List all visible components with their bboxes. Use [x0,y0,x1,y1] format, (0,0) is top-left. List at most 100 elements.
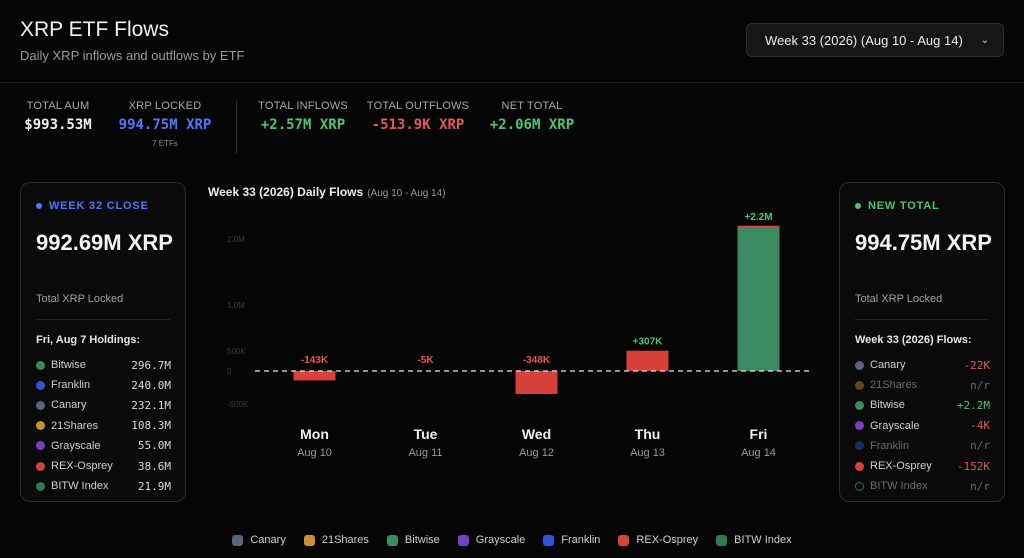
stat-label: TOTAL AUM [26,100,90,112]
legend-item[interactable]: BITW Index [716,534,792,546]
stat-label: NET TOTAL [501,100,563,112]
list-item-label: Franklin [51,379,91,392]
x-date-label: Aug 10 [297,447,332,459]
legend-item[interactable]: Canary [232,534,286,546]
x-category-label: Mon [300,426,329,442]
list-item-name: 21Shares [36,420,98,432]
data-label: -5K [417,355,434,366]
swatch-icon [855,421,864,431]
list-item-amount: -22K [963,358,991,372]
list-item-amount: -152K [956,459,990,473]
legend-label: Grayscale [475,534,526,546]
list-item-amount: n/r [970,378,990,392]
legend-label: BITW Index [734,534,792,546]
week-select-value: Week 33 (2026) (Aug 10 - Aug 14) [765,32,963,48]
data-label: +2.2M [744,212,772,223]
list-item-name: Bitwise [855,399,905,411]
week-select-dropdown[interactable]: Week 33 (2026) (Aug 10 - Aug 14) ⌄ [746,23,1004,57]
legend-swatch-icon [386,534,398,546]
chart-title: Week 33 (2026) Daily Flows (Aug 10 - Aug … [208,185,446,199]
list-item-label: BITW Index [870,480,928,493]
week-close-card: WEEK 32 CLOSE 992.69M XRP Total XRP Lock… [20,182,186,502]
list-item-label: Canary [870,359,906,372]
list-item: Franklin 240.0M [36,375,171,395]
list-item-name: Grayscale [36,440,101,452]
flows-list: Canary -22K 21Shares n/r Bitwise +2.2M Graysca… [855,355,990,496]
list-item-amount: +2.2M [956,398,990,412]
legend-swatch-icon [457,534,469,546]
list-item-label: 21Shares [870,379,918,392]
list-item-amount: 296.7M [131,358,171,372]
legend-item[interactable]: 21Shares [303,534,369,546]
stat-value: $993.53M [24,117,92,133]
swatch-icon [855,481,864,491]
list-item-label: 21Shares [51,419,99,432]
list-item-label: Grayscale [870,419,920,432]
data-label: -143K [301,355,329,366]
stat-net-total: NET TOTAL +2.06M XRP [484,100,580,133]
list-item: REX-Osprey -152K [855,456,990,476]
x-category-label: Thu [635,426,661,442]
list-item-name: Franklin [855,440,909,452]
stat-label: XRP LOCKED [128,100,202,112]
list-item: Canary -22K [855,355,990,375]
legend-label: Bitwise [404,534,440,546]
legend-item[interactable]: Bitwise [386,534,440,546]
x-category-label: Wed [522,426,551,442]
list-item-amount: 21.9M [137,479,171,493]
stat-value: -513.9K XRP [371,117,465,133]
legend-item[interactable]: Franklin [543,534,600,546]
bar [737,225,780,371]
new-total-value: 994.75M XRP [855,230,992,255]
list-item-amount: 38.6M [137,459,171,473]
list-item-name: 21Shares [855,379,917,391]
legend-item[interactable]: Grayscale [457,534,526,546]
swatch-icon [36,380,45,390]
list-item-name: REX-Osprey [855,460,932,472]
swatch-icon [36,441,45,451]
legend-item[interactable]: REX-Osprey [618,534,698,546]
header-divider [0,82,1024,83]
list-item-label: Canary [51,399,87,412]
chart-legend: Canary 21Shares Bitwise Grayscale Franklin RE… [0,534,1024,546]
list-item-name: Bitwise [36,359,86,371]
list-item-amount: n/r [970,439,990,453]
list-item-name: Canary [855,359,905,371]
stat-value: +2.06M XRP [489,117,575,133]
week-close-caption: Total XRP Locked [36,293,124,305]
swatch-icon [36,481,45,491]
stats-bar: TOTAL AUM $993.53M XRP LOCKED 994.75M XR… [0,100,1024,156]
data-label: +307K [633,337,664,348]
chart-subtitle: (Aug 10 - Aug 14) [367,188,446,199]
list-item-label: Grayscale [51,439,101,452]
list-item: BITW Index n/r [855,476,990,496]
flows-title: Week 33 (2026) Flows: [855,334,972,346]
list-item-label: REX-Osprey [51,460,113,473]
swatch-icon [36,360,45,370]
list-item-name: Grayscale [855,420,920,432]
list-item-amount: 108.3M [131,419,171,433]
list-item: Bitwise +2.2M [855,395,990,415]
bar [293,371,336,381]
card-divider [36,319,170,320]
list-item-label: Bitwise [870,399,905,412]
x-category-label: Fri [750,426,768,442]
list-item: Grayscale -4K [855,416,990,436]
list-item: Canary 232.1M [36,395,171,415]
new-total-heading-text: NEW TOTAL [868,200,940,212]
stat-sub: 7 ETFs [152,139,178,148]
legend-swatch-icon [232,534,244,546]
swatch-icon [855,441,864,451]
bar [626,350,669,371]
legend-swatch-icon [716,534,728,546]
list-item-label: REX-Osprey [870,460,932,473]
list-item-name: REX-Osprey [36,460,113,472]
x-category-label: Tue [414,426,438,442]
list-item: 21Shares 108.3M [36,416,171,436]
week-close-heading-text: WEEK 32 CLOSE [49,200,149,212]
x-date-label: Aug 12 [519,447,554,459]
bar [515,371,558,394]
swatch-icon [855,360,864,370]
card-divider [855,319,989,320]
list-item-label: Franklin [870,439,910,452]
